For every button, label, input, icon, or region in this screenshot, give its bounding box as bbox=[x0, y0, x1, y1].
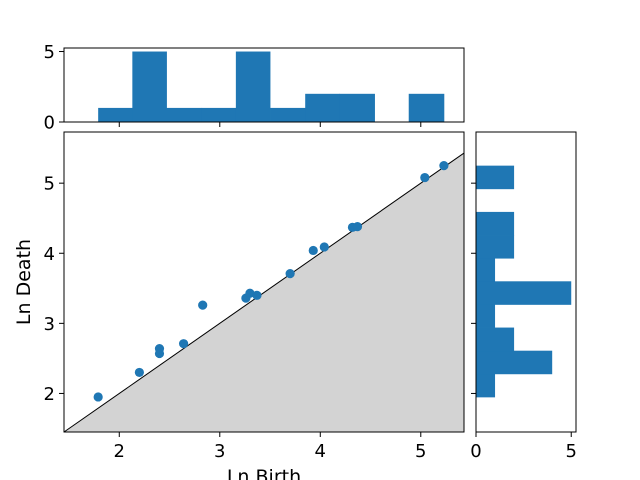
histogram-bar bbox=[339, 93, 375, 122]
data-point bbox=[178, 339, 189, 349]
histogram-bar bbox=[166, 107, 203, 122]
histogram-bar bbox=[408, 93, 445, 122]
y-tick-label: 2 bbox=[44, 384, 55, 405]
right-histogram-frame bbox=[475, 131, 577, 433]
top-y-tick-label: 0 bbox=[44, 113, 55, 134]
data-point bbox=[319, 242, 329, 252]
histogram-bar bbox=[476, 281, 572, 305]
y-tick-label: 4 bbox=[44, 244, 55, 265]
top-histogram-frame bbox=[63, 47, 465, 123]
top-y-tick-label: 5 bbox=[44, 42, 55, 63]
y-tick-label: 3 bbox=[44, 314, 55, 335]
y-axis-label: Ln Death bbox=[13, 239, 35, 325]
y-tick-label: 5 bbox=[44, 174, 55, 195]
main-plot-frame bbox=[63, 131, 465, 433]
right-x-tick-label: 5 bbox=[566, 441, 577, 462]
right-histogram-bars bbox=[476, 165, 572, 398]
histogram-bar bbox=[201, 107, 237, 122]
x-tick-label: 2 bbox=[114, 441, 125, 462]
top-y-ticks: 05 bbox=[44, 42, 64, 134]
main-scatter-panel: 2 3 4 5 2 3 4 5 Ln Birth Ln Death bbox=[13, 131, 465, 480]
data-point bbox=[420, 172, 430, 183]
diagonal-line bbox=[63, 152, 465, 433]
right-x-tick-label: 0 bbox=[470, 441, 481, 462]
x-tick-label: 5 bbox=[415, 441, 426, 462]
histogram-bar bbox=[98, 107, 133, 122]
x-axis-label: Ln Birth bbox=[227, 466, 301, 480]
histogram-bar bbox=[132, 51, 167, 122]
data-point bbox=[245, 288, 255, 298]
main-y-ticks: 2 3 4 5 bbox=[44, 174, 64, 405]
top-x-ticks bbox=[118, 122, 422, 127]
histogram-bar bbox=[476, 327, 515, 352]
top-histogram-panel: 05 bbox=[44, 42, 465, 134]
data-point bbox=[285, 268, 295, 279]
histogram-bar bbox=[305, 93, 340, 122]
histogram-bar bbox=[476, 373, 496, 398]
data-point bbox=[252, 290, 262, 300]
x-tick-label: 4 bbox=[315, 441, 326, 462]
top-histogram-bars bbox=[98, 51, 445, 122]
data-point bbox=[308, 245, 318, 256]
main-x-ticks: 2 3 4 5 bbox=[114, 432, 427, 462]
data-point bbox=[134, 367, 144, 378]
histogram-bar bbox=[476, 235, 515, 259]
right-y-ticks bbox=[471, 182, 476, 394]
scatter-points bbox=[93, 161, 449, 402]
data-point bbox=[439, 161, 449, 171]
data-point bbox=[154, 348, 165, 359]
histogram-bar bbox=[235, 51, 271, 122]
data-point bbox=[198, 300, 208, 310]
x-tick-label: 3 bbox=[214, 441, 225, 462]
histogram-bar bbox=[476, 258, 496, 282]
histogram-bar bbox=[476, 350, 553, 375]
data-point bbox=[352, 222, 363, 232]
histogram-bar bbox=[476, 304, 496, 328]
histogram-bar bbox=[270, 107, 306, 122]
histogram-bar bbox=[476, 165, 515, 190]
data-point bbox=[93, 392, 103, 402]
histogram-bar bbox=[476, 211, 515, 236]
